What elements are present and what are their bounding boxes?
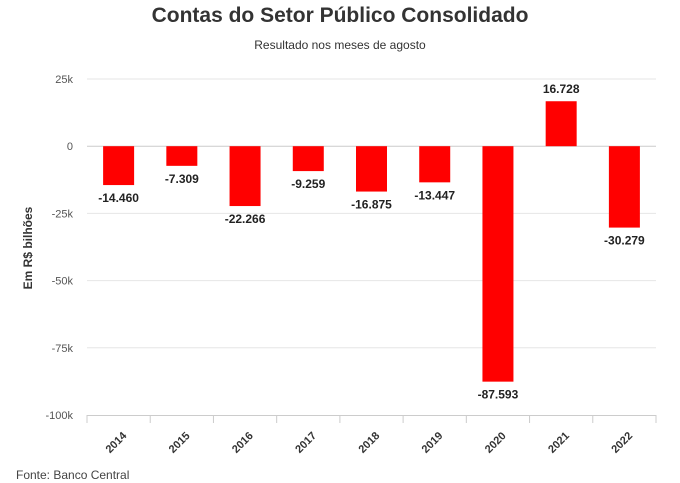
data-label-2021: 16.728 <box>543 82 580 96</box>
data-label-2022: -30.279 <box>604 234 645 248</box>
data-label-2020: -87.593 <box>478 388 519 402</box>
y-axis-title: Em R$ bilhões <box>21 206 35 289</box>
y-tick-label: -50k <box>52 276 74 288</box>
y-tick-label: -75k <box>52 343 74 355</box>
x-tick-label-2014: 2014 <box>104 429 130 455</box>
x-tick-label-2018: 2018 <box>356 430 382 456</box>
data-labels: -14.460 -7.309 -22.266 -9.259 -16.875 -13.447… <box>98 82 645 401</box>
chart-subtitle: Resultado nos meses de agosto <box>254 38 426 52</box>
bars <box>103 101 640 382</box>
bar-2022 <box>608 146 640 228</box>
y-tick-label: 0 <box>67 141 73 153</box>
bar-2016 <box>229 146 261 207</box>
data-label-2017: -9.259 <box>291 177 325 191</box>
y-tick-label: 25k <box>55 74 73 86</box>
x-tick-label-2020: 2020 <box>483 430 509 456</box>
bar-chart: 25k 0 -25k -50k -75k -100k -14.460 -7.309 -22.2… <box>21 74 657 456</box>
source-note: Fonte: Banco Central <box>16 468 130 482</box>
data-label-2018: -16.875 <box>351 198 392 212</box>
data-label-2016: -22.266 <box>225 212 266 226</box>
bar-2015 <box>166 146 198 166</box>
data-label-2014: -14.460 <box>98 191 139 205</box>
data-label-2015: -7.309 <box>165 172 199 186</box>
y-tick-label: -25k <box>52 208 74 220</box>
x-tick-label-2022: 2022 <box>609 430 635 456</box>
bar-2019 <box>419 146 451 183</box>
y-tick-label: -100k <box>45 410 73 422</box>
y-axis-ticks: 25k 0 -25k -50k -75k -100k <box>45 74 73 422</box>
bar-2020 <box>482 146 514 382</box>
data-label-2019: -13.447 <box>414 188 455 202</box>
x-tick-label-2019: 2019 <box>420 430 446 456</box>
chart-title: Contas do Setor Público Consolidado <box>151 4 529 27</box>
bar-2014 <box>103 146 135 186</box>
bar-2017 <box>292 146 324 172</box>
bar-2018 <box>356 146 387 192</box>
bar-2021 <box>545 101 577 147</box>
x-axis: 2014 2015 2016 2017 2018 2019 2020 2021 2022 <box>86 415 657 456</box>
x-tick-label-2017: 2017 <box>293 430 319 456</box>
x-tick-label-2015: 2015 <box>167 430 193 456</box>
x-tick-label-2021: 2021 <box>546 430 572 456</box>
x-tick-label-2016: 2016 <box>230 430 256 456</box>
